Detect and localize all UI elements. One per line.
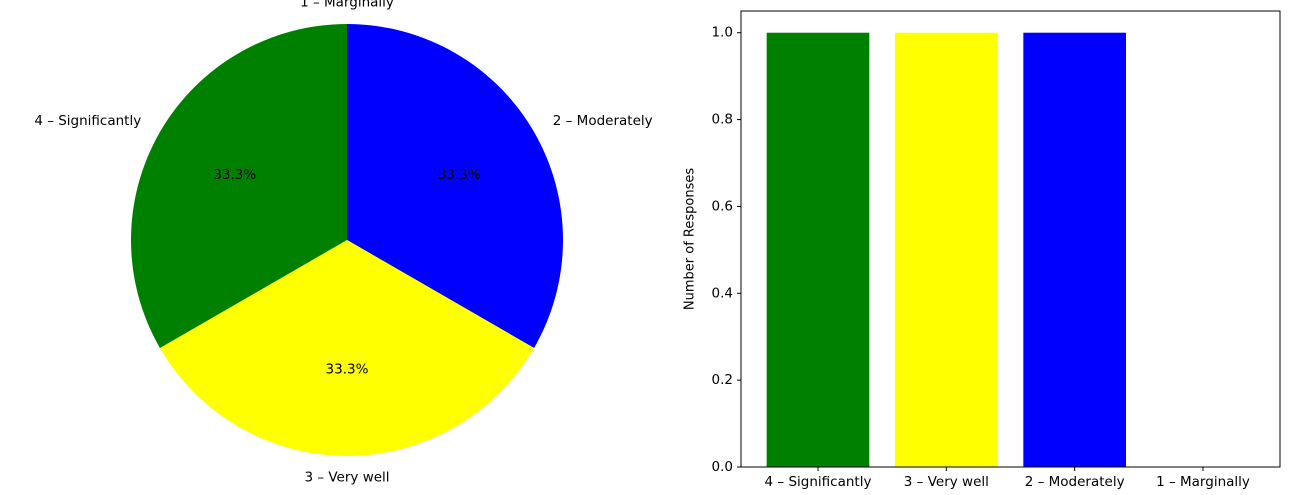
pie-label-4-significantly: 4 – Significantly (34, 113, 141, 129)
pie-percent-2-moderately: 33.3% (438, 167, 481, 183)
x-tick-label-1-marginally: 1 – Marginally (1156, 474, 1250, 490)
y-tick-label: 0.4 (712, 285, 733, 301)
y-tick-label: 0.6 (712, 198, 733, 214)
bar-3-very-well (895, 32, 998, 467)
pie-percent-3-very-well: 33.3% (326, 362, 369, 378)
pie-label-3-very-well: 3 – Very well (304, 470, 389, 486)
pie-label-2-moderately: 2 – Moderately (553, 113, 653, 129)
y-tick-label: 1.0 (712, 25, 733, 41)
y-axis-label: Number of Responses (683, 168, 698, 310)
pie-percent-4-significantly: 33.3% (213, 167, 256, 183)
pie-slice-4-significantly (131, 24, 347, 348)
pie-slice-3-very-well (159, 240, 535, 456)
plot-frame (740, 10, 1281, 468)
bar-4-significantly (766, 32, 870, 467)
pie-label-1-marginally: 1 – Marginally (300, 0, 394, 10)
x-tick-label-4-significantly: 4 – Significantly (765, 474, 872, 490)
bar-chart: 4 – Significantly 3 – Very well 2 – Modera… (683, 10, 1281, 490)
bar-2-moderately (1023, 32, 1126, 467)
pie-slice-2-moderately (347, 24, 563, 348)
y-tick-label: 0.8 (712, 112, 733, 128)
y-tick-label: 0.2 (712, 372, 733, 388)
y-tick-label: 0.0 (712, 459, 733, 475)
x-tick-label-2-moderately: 2 – Moderately (1025, 474, 1125, 490)
x-tick-label-3-very-well: 3 – Very well (904, 474, 989, 490)
